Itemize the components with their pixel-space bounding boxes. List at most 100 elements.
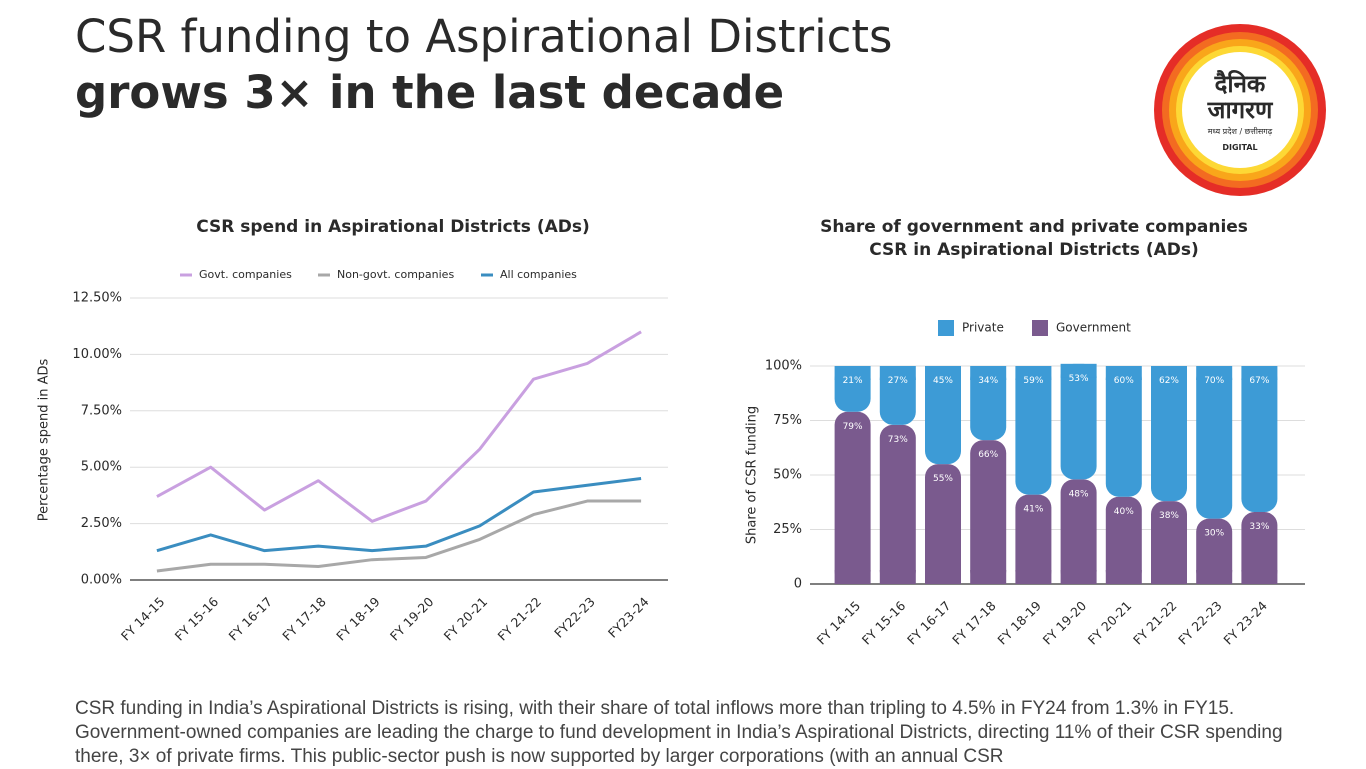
legend-label: Non-govt. companies (337, 268, 454, 281)
x-tick-label: FY 14-15 (118, 594, 168, 644)
value-label: 41% (1023, 505, 1043, 515)
value-label: 38% (1159, 511, 1179, 521)
headline-bold: grows 3× in the last decade (75, 66, 784, 119)
headline: CSR funding to Aspirational Districts (75, 10, 892, 63)
bar-top (1015, 366, 1052, 380)
bar-base (1151, 570, 1187, 584)
logo-tag: DIGITAL (1222, 143, 1257, 152)
bar-base (925, 570, 961, 584)
legend-label: Private (962, 321, 1004, 335)
bar-segment (925, 366, 961, 465)
y-tick-label: 50% (773, 468, 802, 483)
bar-base (1241, 570, 1278, 584)
bar-segment (1060, 479, 1097, 584)
bar-segment (970, 366, 1007, 441)
value-label: 66% (978, 450, 998, 460)
bar-segment (1105, 496, 1142, 584)
value-label: 45% (933, 376, 953, 386)
chart-title: Share of government and private companie… (820, 217, 1248, 237)
logo-text: दैनिक (1214, 70, 1267, 98)
value-label: 21% (843, 376, 863, 386)
y-tick-label: 7.50% (81, 403, 122, 418)
bar-top (1060, 363, 1097, 378)
logo: दैनिक जागरण मध्य प्रदेश / छत्तीसगढ़ DIGI… (1154, 24, 1326, 196)
x-tick-label: FY 19-20 (387, 594, 437, 644)
x-tick-label: FY 14-15 (814, 598, 864, 648)
y-tick-label: 12.50% (72, 291, 122, 306)
y-axis-label: Share of CSR funding (745, 406, 760, 544)
bar-top (1241, 366, 1278, 380)
value-label: 70% (1204, 376, 1224, 386)
value-label: 62% (1159, 376, 1179, 386)
line-series (156, 476, 642, 553)
bar-top (970, 366, 1007, 380)
logo-region: मध्य प्रदेश / छत्तीसगढ़ (1208, 126, 1273, 136)
x-tick-label: FY 16-17 (226, 594, 276, 644)
bar-base (834, 570, 871, 584)
x-tick-label: FY 15-16 (859, 598, 909, 648)
bar-segment (1196, 518, 1233, 584)
x-tick-label: FY 16-17 (904, 598, 954, 648)
x-tick-label: FY 23-24 (1220, 598, 1270, 648)
bar-segment (1015, 366, 1052, 495)
x-tick-label: FY 18-19 (994, 598, 1044, 648)
bar-segment (1241, 366, 1278, 513)
bar-base (879, 570, 916, 584)
body-text: CSR funding in India’s Aspirational Dist… (75, 698, 1283, 767)
y-axis-label: Percentage spend in ADs (37, 358, 52, 521)
bar-segment (1015, 494, 1052, 584)
line-series (156, 330, 642, 523)
value-label: 34% (978, 376, 998, 386)
y-tick-label: 100% (765, 359, 802, 374)
x-tick-label: FY22-23 (551, 594, 598, 641)
bar-top (879, 366, 916, 380)
y-tick-label: 5.00% (81, 460, 122, 475)
chart-title: CSR in Aspirational Districts (ADs) (869, 240, 1199, 260)
bar-segment (879, 424, 916, 584)
bar-base (1060, 570, 1097, 584)
bar-segment (1151, 366, 1187, 502)
bar-segment (925, 464, 961, 584)
bar-segment (1241, 512, 1278, 584)
value-label: 55% (933, 474, 953, 484)
line-series (156, 499, 642, 573)
legend-swatch (1032, 320, 1048, 336)
value-label: 67% (1249, 376, 1269, 386)
value-label: 27% (888, 376, 908, 386)
bar-base (1196, 570, 1233, 584)
value-label: 53% (1069, 374, 1089, 384)
legend-swatch (938, 320, 954, 336)
x-tick-label: FY 17-18 (279, 594, 329, 644)
x-tick-label: FY23-24 (605, 594, 652, 641)
x-tick-label: FY 18-19 (333, 594, 383, 644)
bar-segment (1105, 366, 1142, 497)
x-tick-label: FY 22-23 (1175, 598, 1225, 648)
y-tick-label: 2.50% (81, 516, 122, 531)
y-tick-label: 0 (794, 577, 802, 592)
logo-text: जागरण (1207, 96, 1274, 124)
bar-segment (1060, 363, 1097, 480)
bar-segment (1196, 366, 1233, 519)
x-tick-label: FY 20-21 (441, 594, 491, 644)
logo-center (1182, 52, 1298, 168)
y-tick-label: 0.00% (81, 573, 122, 588)
y-tick-label: 25% (773, 522, 802, 537)
bar-top (834, 366, 871, 380)
x-tick-label: FY 21-22 (1130, 598, 1180, 648)
bar-top (1105, 366, 1142, 380)
value-label: 48% (1069, 489, 1089, 499)
bar-top (925, 366, 961, 380)
bar-segment (1151, 501, 1187, 584)
legend-label: Government (1056, 321, 1131, 335)
x-tick-label: FY 21-22 (495, 594, 545, 644)
value-label: 73% (888, 435, 908, 445)
x-tick-label: FY 20-21 (1085, 598, 1135, 648)
legend-label: All companies (500, 268, 577, 281)
value-label: 79% (843, 422, 863, 432)
x-tick-label: FY 19-20 (1040, 598, 1090, 648)
chart-title: CSR spend in Aspirational Districts (ADs… (196, 217, 590, 237)
bar-base (1015, 570, 1052, 584)
value-label: 33% (1249, 522, 1269, 532)
